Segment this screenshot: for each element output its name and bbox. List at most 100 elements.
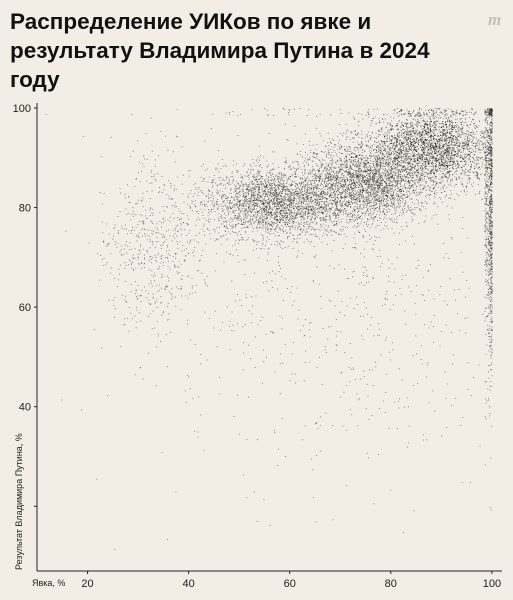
scatter-point	[274, 181, 276, 183]
scatter-point	[292, 216, 294, 217]
scatter-point	[272, 187, 274, 189]
scatter-point	[258, 193, 260, 195]
scatter-point	[305, 180, 307, 182]
scatter-point	[266, 201, 268, 203]
scatter-point	[308, 206, 310, 208]
scatter-point	[213, 208, 214, 210]
scatter-point	[350, 171, 351, 173]
scatter-point	[379, 170, 381, 172]
scatter-point	[360, 183, 361, 185]
scatter-point	[271, 200, 273, 202]
scatter-point	[291, 184, 293, 186]
scatter-point	[313, 206, 315, 208]
scatter-point	[341, 180, 342, 182]
scatter-point	[328, 173, 330, 175]
scatter-point	[303, 193, 305, 195]
scatter-point	[385, 221, 386, 223]
scatter-point	[360, 157, 362, 159]
scatter-point	[217, 207, 219, 209]
scatter-point	[292, 225, 293, 227]
scatter-point	[368, 173, 370, 174]
scatter-point	[259, 207, 261, 208]
scatter-point	[299, 206, 301, 208]
scatter-point	[339, 209, 340, 211]
scatter-point	[272, 204, 274, 205]
scatter-point	[346, 176, 347, 178]
scatter-point	[351, 210, 353, 212]
scatter-point	[383, 201, 384, 202]
scatter-point	[190, 206, 191, 208]
scatter-point	[281, 191, 283, 193]
scatter-point	[245, 208, 247, 209]
scatter-point	[303, 199, 305, 201]
scatter-point	[317, 169, 318, 171]
scatter-point	[333, 184, 335, 186]
scatter-point	[367, 172, 369, 174]
scatter-point	[294, 212, 296, 214]
scatter-point	[239, 185, 241, 187]
scatter-point	[355, 146, 357, 148]
scatter-point	[330, 192, 332, 194]
scatter-point	[377, 185, 379, 187]
scatter-point	[418, 166, 419, 168]
scatter-point	[376, 181, 377, 183]
scatter-point	[336, 159, 338, 161]
scatter-point	[326, 204, 328, 206]
scatter-point	[279, 219, 281, 221]
scatter-point	[399, 134, 401, 136]
scatter-point	[303, 229, 304, 231]
scatter-point	[394, 209, 396, 211]
scatter-point	[356, 217, 358, 219]
scatter-point	[298, 183, 300, 184]
scatter-point	[390, 175, 391, 177]
scatter-point	[269, 213, 271, 215]
scatter-point	[333, 140, 335, 141]
scatter-point	[356, 204, 358, 205]
scatter-point	[248, 203, 249, 205]
scatter-point	[324, 151, 326, 153]
scatter-point	[321, 210, 323, 211]
scatter-point	[432, 190, 434, 192]
scatter-point	[250, 211, 252, 213]
scatter-point	[236, 188, 238, 190]
scatter-point	[363, 171, 365, 172]
scatter-point	[405, 145, 407, 146]
scatter-point	[244, 227, 246, 228]
scatter-point	[294, 176, 296, 177]
scatter-point	[356, 226, 358, 228]
scatter-point	[287, 215, 288, 216]
scatter-point	[258, 186, 260, 188]
scatter-point	[261, 202, 263, 204]
scatter-point	[382, 177, 384, 179]
scatter-point	[353, 196, 355, 198]
scatter-point	[259, 221, 261, 223]
scatter-point	[347, 213, 349, 215]
scatter-point	[289, 211, 291, 213]
scatter-point	[287, 207, 288, 208]
scatter-point	[197, 217, 199, 219]
scatter-point	[215, 169, 217, 170]
scatter-point	[303, 230, 305, 232]
scatter-point	[216, 239, 218, 241]
scatter-point	[369, 178, 371, 180]
scatter-point	[422, 189, 423, 191]
chart-title: Распределение УИКов по явке и результату…	[10, 9, 430, 92]
scatter-point	[257, 206, 259, 207]
scatter-point	[297, 255, 298, 257]
scatter-point	[373, 149, 375, 150]
scatter-point	[245, 213, 247, 215]
scatter-point	[400, 133, 402, 135]
scatter-point	[303, 202, 304, 204]
scatter-point	[379, 197, 381, 199]
scatter-point	[368, 131, 369, 133]
scatter-point	[352, 169, 354, 170]
scatter-point	[271, 209, 273, 211]
scatter-point	[416, 193, 418, 195]
scatter-point	[396, 222, 398, 224]
scatter-point	[251, 209, 253, 211]
scatter-point	[261, 194, 263, 196]
scatter-point	[268, 211, 269, 213]
scatter-point	[365, 166, 367, 168]
scatter-point	[352, 137, 354, 139]
scatter-point	[381, 158, 383, 160]
